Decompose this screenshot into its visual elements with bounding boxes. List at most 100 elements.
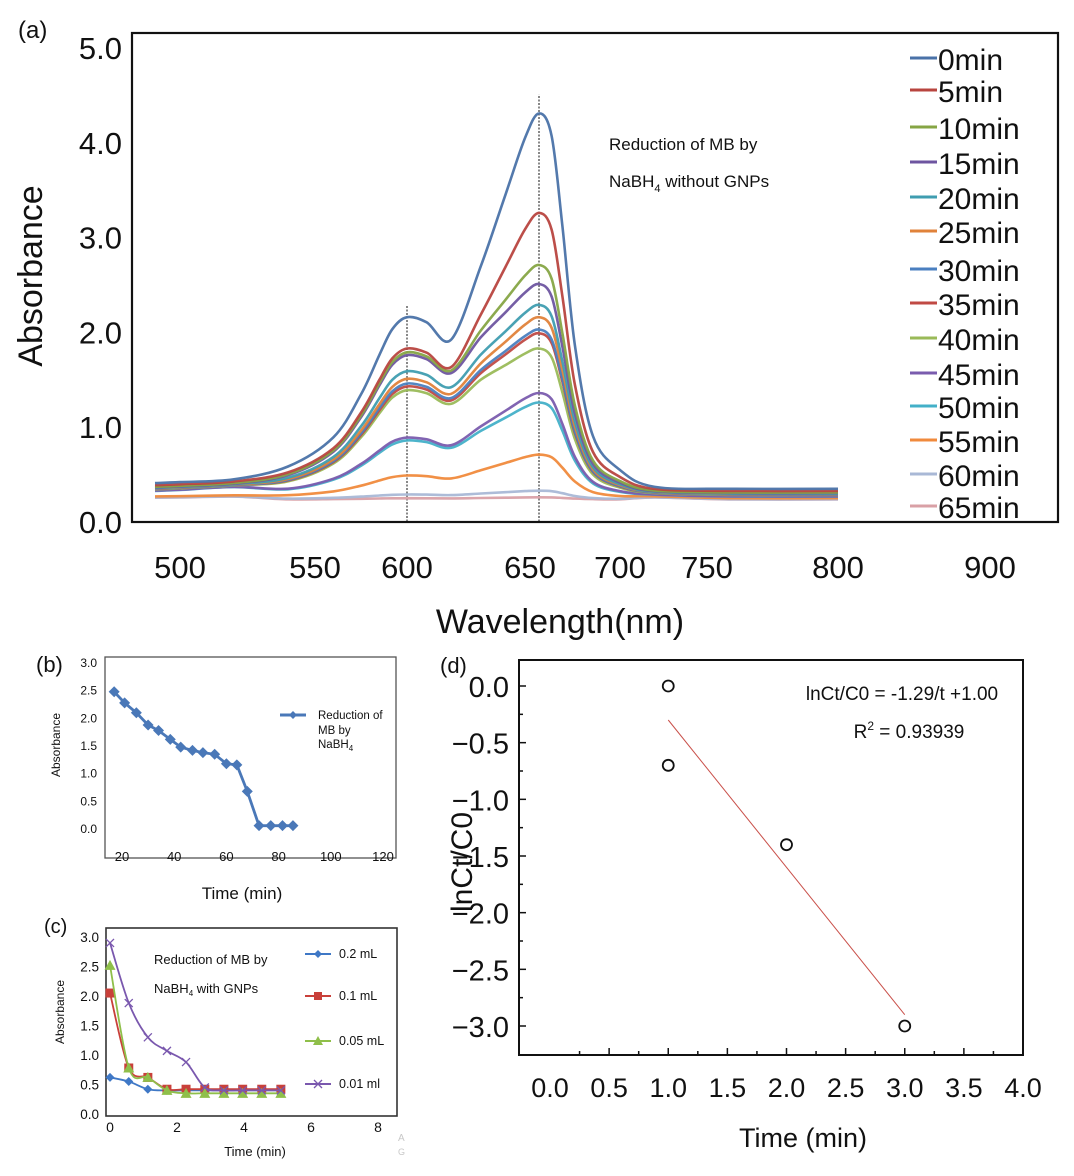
panel-d-y-tick-label: −1.0 (452, 785, 509, 817)
panel-c-legend-label: 0.1 mL (339, 989, 377, 1003)
panel-d-y-tick-label: −2.5 (452, 955, 509, 987)
panel-c-y-axis-title: Absorbance (53, 980, 67, 1044)
panel-a-legend-label: 60min (938, 460, 1020, 493)
panel-b-frame (104, 656, 397, 859)
panel-c-x-axis-title: Time (min) (224, 1144, 286, 1159)
panel-c-y-tick-label: 0.0 (80, 1107, 99, 1122)
panel-a-legend-entry: 50min (910, 392, 1020, 425)
panel-d-x-tick-label: 4.0 (1004, 1073, 1042, 1103)
panel-b-data-point (220, 758, 232, 770)
panel-c-x-tick-labels: 0 2 4 6 8 (106, 1119, 382, 1135)
panel-b-data-point (153, 725, 165, 737)
panel-c-x-tick-label: 2 (173, 1119, 181, 1135)
panel-b-data-point (108, 686, 120, 698)
panel-a-legend-label: 0min (938, 44, 1003, 77)
panel-a-curve-20min (154, 303, 839, 496)
panel-c-data-point (256, 1087, 268, 1098)
panel-b-y-tick-label: 1.5 (80, 739, 97, 753)
panel-b-legend-marker (289, 711, 297, 719)
panel-b-data-point (197, 747, 209, 759)
panel-c-legend: 0.2 mL 0.1 mL 0.05 mL 0.01 ml (305, 947, 384, 1091)
panel-c-data-point (124, 998, 134, 1008)
panel-a-legend-entry: 15min (910, 148, 1020, 181)
panel-a-legend-label: 25min (938, 217, 1020, 250)
panel-a-x-tick-label: 900 (964, 550, 1016, 585)
panel-a-curves (154, 112, 839, 501)
panel-d-data-point (898, 1019, 912, 1033)
panel-a-x-tick-label: 650 (504, 550, 556, 585)
panel-c-legend-entry: 0.05 mL (305, 1034, 384, 1048)
panel-b-legend-line2: MB by (318, 725, 351, 737)
panel-a-y-tick-label: 3.0 (79, 221, 122, 256)
panel-c-y-tick-labels: 0.0 0.5 1.0 1.5 2.0 2.5 3.0 (80, 930, 99, 1122)
panel-a-legend-entry: 0min (910, 44, 1003, 77)
panel-d-x-tick-label: 3.0 (886, 1073, 924, 1103)
panel-a-legend-entry: 5min (910, 76, 1003, 109)
panel-b-y-tick-label: 0.5 (80, 794, 97, 808)
panel-c-y-tick-label: 0.5 (80, 1078, 99, 1093)
panel-b-data-point (164, 733, 176, 745)
panel-a-annotation-line2: NaBH4 without GNPs (609, 172, 769, 195)
panel-d-frame (518, 659, 1024, 1056)
panel-d-label: (d) (440, 653, 467, 678)
panel-a-y-axis-title: Absorbance (12, 185, 50, 366)
panel-a-legend-label: 15min (938, 148, 1020, 181)
panel-c-x-tick-label: 4 (240, 1119, 248, 1135)
panel-a-x-tick-label: 550 (289, 550, 341, 585)
panel-b-x-tick-label: 20 (115, 849, 129, 864)
panel-c-data-point (162, 1046, 172, 1056)
panel-a-curve-0min (154, 112, 839, 491)
panel-c-legend-label: 0.05 mL (339, 1034, 384, 1048)
panel-c-data-point (218, 1087, 230, 1098)
panel-a-y-tick-label: 4.0 (79, 126, 122, 161)
panel-d-x-tick-labels: 0.0 0.5 1.0 1.5 2.0 2.5 3.0 3.5 4.0 (531, 1073, 1042, 1103)
panel-b-label: (b) (36, 652, 63, 677)
panel-a-label: (a) (18, 17, 47, 44)
panel-d-regression-line (667, 719, 906, 1015)
panel-a-reference-lines (406, 94, 540, 522)
panel-b-y-tick-label: 3.0 (80, 656, 97, 670)
panel-c-data-point (161, 1084, 173, 1095)
panel-d-y-tick-labels: 0.0 −0.5 −1.0 −1.5 −2.0 −2.5 −3.0 (452, 672, 995, 1055)
panel-c: (c) 0.0 0.5 1.0 1.5 2.0 2.5 3.0 0 2 4 6 8 Absorban… (44, 916, 405, 1159)
panel-c-data-point (238, 1085, 248, 1095)
panel-d-x-tick-label: 0.0 (531, 1073, 569, 1103)
panel-a-curve-25min (154, 315, 839, 496)
panel-c-data-point (257, 1085, 267, 1095)
panel-d-x-axis-title: Time (min) (739, 1123, 867, 1153)
panel-a-y-tick-label: 0.0 (79, 505, 122, 540)
panel-a-legend-label: 55min (938, 426, 1020, 459)
panel-d-y-tick-label: −0.5 (452, 729, 509, 761)
panel-d-y-axis-title: lnCt/C0 (446, 812, 479, 912)
panel-c-data-point (143, 1084, 153, 1094)
panel-a-curve-45min (154, 391, 839, 498)
panel-c-data-point (143, 1032, 153, 1042)
panel-d-y-tick-label: −1.5 (452, 842, 509, 874)
panel-b-data-point (241, 785, 253, 797)
panel-b-data-point (119, 697, 131, 709)
panel-c-label: (c) (44, 916, 67, 938)
panel-b-data-point (130, 707, 142, 719)
panel-a-legend-entry: 30min (910, 255, 1020, 288)
panel-b-x-tick-labels: 20 40 60 80 100 120 (115, 849, 394, 864)
panel-d-axis-ticks (519, 685, 995, 1055)
panel-c-legend-label: 0.01 ml (339, 1077, 380, 1091)
panel-b-data-point (209, 748, 221, 760)
panel-a-curve-30min (154, 328, 839, 496)
panel-c-data-point (276, 1085, 286, 1095)
panel-b-y-tick-labels: 0.0 0.5 1.0 1.5 2.0 2.5 3.0 (80, 656, 97, 836)
panel-c-data-point (200, 1082, 210, 1092)
panel-b-y-tick-label: 2.5 (80, 684, 97, 698)
panel-a-x-tick-label: 750 (681, 550, 733, 585)
panel-b-x-tick-label: 100 (320, 849, 342, 864)
panel-d-x-tick-label: 2.5 (827, 1073, 865, 1103)
panel-c-legend-marker (314, 950, 322, 958)
panel-b-data-point (287, 820, 299, 832)
panel-c-data-point (105, 1072, 115, 1082)
panel-c-data-point (180, 1087, 192, 1098)
panel-c-x-tick-label: 8 (374, 1119, 382, 1135)
panel-d-equation: lnCt/C0 = -1.29/t +1.00 (806, 684, 998, 705)
panel-a-legend-label: 45min (938, 359, 1020, 392)
panel-d-x-tick-label: 0.5 (590, 1073, 628, 1103)
